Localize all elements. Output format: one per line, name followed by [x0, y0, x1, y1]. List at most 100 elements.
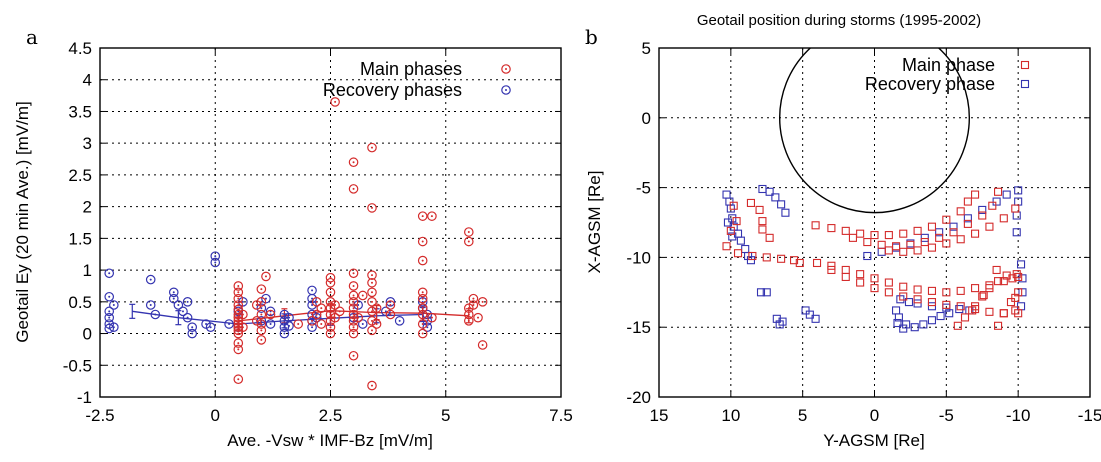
recovery-phase-point-dot [283, 319, 286, 322]
recovery-phase-point [173, 300, 184, 310]
main-phase-point [371, 303, 382, 313]
panel-a-ytick-label: 4.5 [68, 39, 92, 58]
recovery-phase-position-point [927, 302, 937, 311]
main-phase-point [427, 312, 437, 323]
main-phase-position-point [956, 286, 965, 295]
main-phase-point [256, 297, 267, 307]
main-phase-position-point [841, 272, 850, 281]
main-phase-point-dot [370, 291, 373, 294]
main-phase-point-dot [352, 313, 355, 316]
main-phase-point-dot [467, 307, 470, 310]
main-phase-point-dot [320, 323, 323, 326]
recovery-phase-point-dot [260, 307, 263, 310]
main-phase-position-point [765, 233, 774, 242]
main-phase-position-point [795, 258, 804, 268]
main-phase-position-point [884, 278, 893, 287]
recovery-phase-point [178, 306, 188, 317]
main-phase-point-dot [255, 319, 258, 322]
panel-a-ytick-label: 3.5 [68, 102, 92, 121]
main-phase-position-point [927, 222, 937, 231]
main-phase-point-dot [421, 215, 424, 218]
main-phase-point [385, 300, 396, 310]
recovery-phase-position-point [729, 222, 738, 231]
recovery-phase-point-dot [149, 278, 152, 281]
recovery-phase-position-point [801, 306, 810, 315]
main-phase-position-point [827, 265, 836, 275]
main-phase-position-point [978, 211, 987, 220]
main-phase-position-point [978, 292, 987, 301]
main-phase-position-point [891, 242, 901, 251]
recovery-phase-point-dot [181, 310, 184, 313]
recovery-phase-position-point [904, 298, 914, 307]
main-phase-position-point [1014, 309, 1023, 318]
recovery-phase-point [205, 322, 216, 332]
recovery-phase-point [210, 251, 221, 261]
recovery-phase-position-point [1012, 211, 1021, 220]
recovery-phase-point-dot [112, 303, 115, 306]
main-phase-point [311, 309, 322, 320]
main-phase-position-point [877, 240, 886, 249]
panel-a-ytick-label: 3 [83, 134, 92, 153]
main-phase-point [348, 184, 359, 194]
recovery-phase-position-point [736, 236, 745, 245]
legend-recovery-phases-marker [501, 85, 511, 95]
panel-a-ytick-label: 2 [83, 198, 92, 217]
main-phase-point [233, 300, 244, 310]
main-phase-position-point [960, 313, 970, 322]
main-phase-position-point [942, 215, 951, 224]
main-phase-point-dot [352, 187, 355, 190]
legend-main-phases-marker-dot [505, 68, 507, 70]
main-phase-position-point [899, 247, 908, 256]
main-phase-point-dot [241, 326, 244, 329]
recovery-phase-position-point [910, 323, 919, 332]
main-phase-point-dot [421, 323, 424, 326]
recovery-phase-position-point [756, 288, 766, 297]
main-phase-point [417, 309, 428, 320]
panel-a-xtick-label: 2.5 [319, 406, 343, 425]
recovery-phase-position-point [805, 310, 814, 319]
recovery-phase-position-point [1018, 288, 1027, 297]
main-phase-position-point [927, 286, 937, 295]
main-phase-point-dot [389, 313, 392, 316]
recovery-phase-position-point [896, 295, 905, 304]
main-phase-point [348, 157, 359, 168]
main-phase-position-point [884, 288, 893, 297]
recovery-phase-position-point [722, 190, 731, 199]
main-phase-point-dot [467, 319, 470, 322]
main-phase-position-point [899, 282, 908, 291]
recovery-phase-point-dot [108, 316, 111, 319]
panel-b-frame [658, 47, 1091, 398]
main-phase-point [256, 335, 267, 345]
main-phase-point-dot [237, 348, 240, 351]
main-phase-point [353, 312, 363, 323]
recovery-phase-position-point [936, 311, 945, 321]
main-phase-position-point [994, 187, 1003, 196]
main-phase-point-dot [421, 297, 424, 300]
main-phase-point-dot [481, 300, 484, 303]
main-phase-point-dot [320, 307, 323, 310]
recovery-phase-point-dot [311, 326, 314, 329]
main-phase-point [348, 268, 359, 279]
recovery-phase-point-dot [288, 324, 291, 327]
main-phase-point [256, 284, 267, 294]
panel-a-xtick-label: 5 [441, 406, 450, 425]
main-phase-position-point [992, 265, 1001, 275]
recovery-phase-point-dot [426, 319, 429, 322]
recovery-phase-point-dot [149, 303, 152, 306]
main-phase-point-dot [334, 316, 337, 319]
main-phase-position-point [729, 201, 738, 210]
main-phase-point [238, 322, 248, 332]
main-phase-position-point [848, 233, 858, 242]
main-phase-position-point [985, 222, 994, 231]
main-phase-point-dot [352, 300, 355, 303]
recovery-phase-position-point [992, 197, 1001, 206]
main-phase-position-point [722, 242, 731, 251]
recovery-phase-point-dot [172, 297, 175, 300]
main-phase-point-dot [260, 338, 263, 341]
main-phase-position-point [963, 197, 972, 206]
main-phase-point [348, 328, 359, 339]
main-phase-point-dot [477, 316, 480, 319]
recovery-phase-position-point [726, 204, 735, 213]
recovery-phase-point-dot [288, 316, 291, 319]
